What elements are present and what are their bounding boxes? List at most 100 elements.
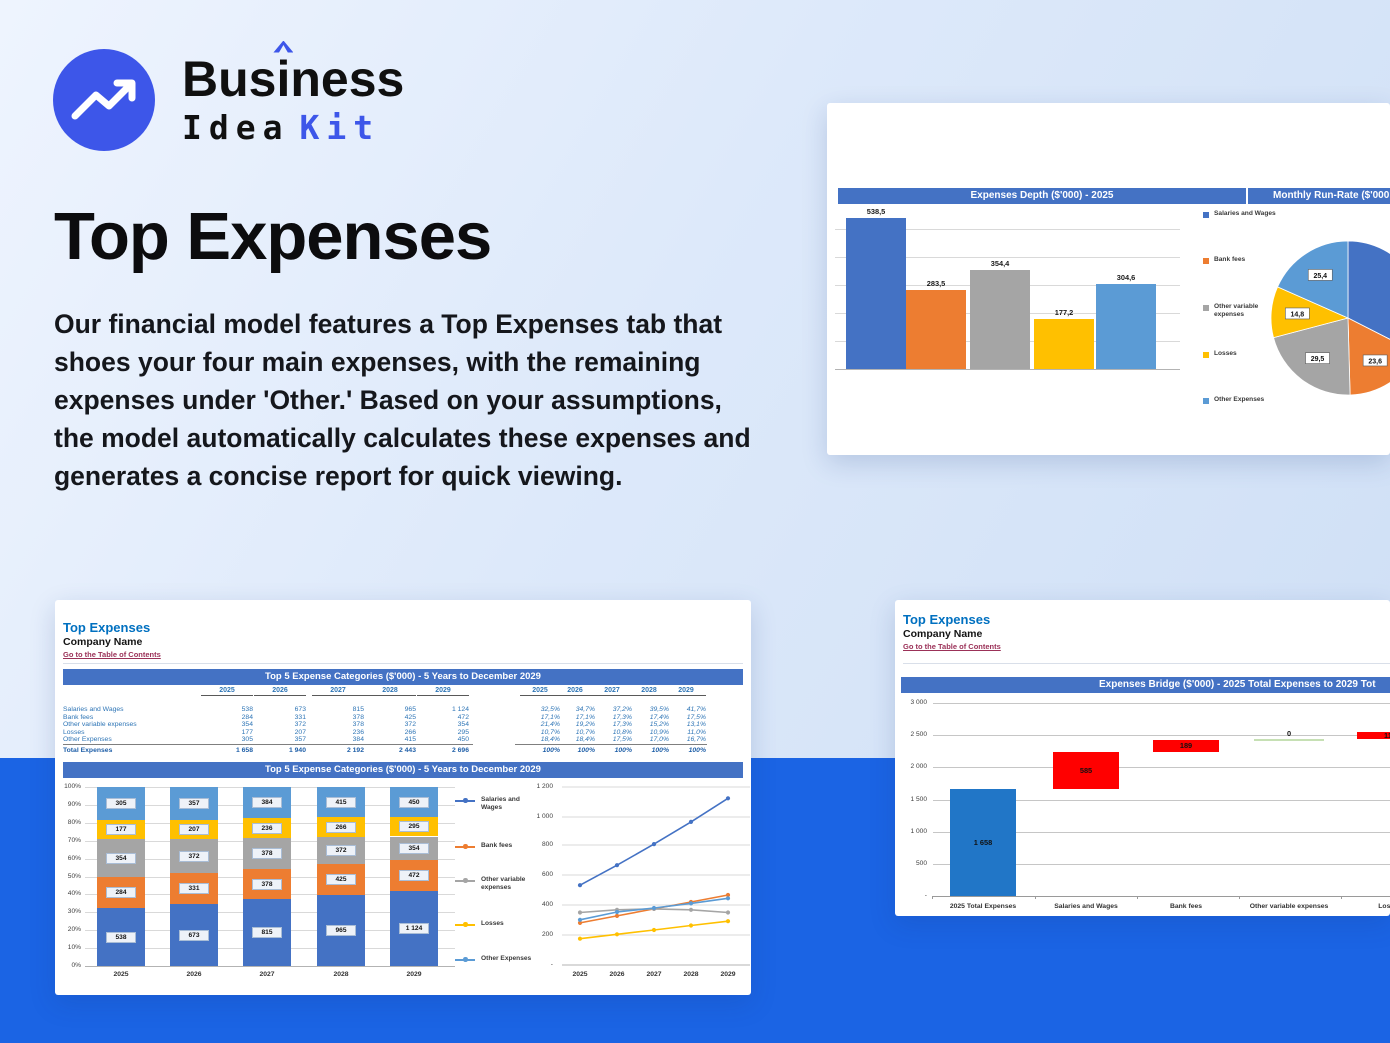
divider <box>63 663 743 664</box>
table-row-label: Losses <box>63 728 85 736</box>
table-cell-percent: 13,1% <box>686 721 706 729</box>
table-year-header: 2026 <box>555 687 595 696</box>
legend-item: Losses <box>1203 350 1281 372</box>
legend-swatch-icon <box>1203 398 1209 404</box>
line-marker <box>688 907 694 912</box>
table-total-percent: 100% <box>688 746 706 754</box>
x-tick-label: 2026 <box>186 971 202 978</box>
axis-tick <box>1137 896 1138 899</box>
segment-data-label: 357 <box>179 798 209 809</box>
table-cell-percent: 17,4% <box>649 713 669 721</box>
expenses-depth-bar-chart: 538,5 283,5 354,4 177,2 304,6 <box>835 198 1180 370</box>
table-of-contents-link[interactable]: Go to the Table of Contents <box>63 650 161 659</box>
top5-chart-ribbon: Top 5 Expense Categories ($'000) - 5 Yea… <box>63 762 743 778</box>
segment-data-label: 354 <box>399 842 429 854</box>
legend-item: Other Expenses <box>1203 396 1281 418</box>
legend-item: Other Expenses <box>455 955 535 979</box>
logo-text-i: i <box>276 50 291 107</box>
line-marker <box>688 901 694 906</box>
line-marker <box>577 883 583 888</box>
legend-marker-icon <box>463 878 468 883</box>
y-tick-label: 500 <box>915 859 927 867</box>
segment-data-label: 295 <box>399 821 429 833</box>
x-axis <box>85 966 455 967</box>
table-cell-percent: 15,2% <box>649 721 669 729</box>
table-row-label: Other Expenses <box>63 736 112 744</box>
bar <box>1096 283 1156 369</box>
table-cell-value: 305 <box>241 736 253 744</box>
logo-text-idea: Idea <box>182 107 290 147</box>
legend-item: Salaries and Wages <box>455 796 535 820</box>
axis-tick <box>1035 896 1036 899</box>
gridline <box>933 703 1390 704</box>
gridline <box>933 831 1390 833</box>
monthly-run-rate-ribbon: Monthly Run-Rate ($'000 <box>1248 188 1390 204</box>
table-year-header: 2028 <box>629 687 669 696</box>
x-tick-label: 2027 <box>646 971 662 978</box>
y-tick-label: 2 500 <box>910 731 927 739</box>
expenses-bridge-ribbon-title: Expenses Bridge ($'000) - 2025 Total Exp… <box>1099 679 1376 690</box>
waterfall-bar <box>1053 751 1119 790</box>
line-marker <box>577 936 583 941</box>
table-total-value: 2 443 <box>398 746 416 754</box>
logo-line2: Idea Kit <box>182 108 404 147</box>
expenses-depth-ribbon: Expenses Depth ($'000) - 2025 <box>838 188 1246 204</box>
x-tick-label: 2026 <box>609 971 625 978</box>
bar <box>846 218 906 369</box>
line-marker <box>577 910 583 915</box>
expenses-bridge-ribbon: Expenses Bridge ($'000) - 2025 Total Exp… <box>901 677 1390 693</box>
table-total-percent: 100% <box>577 746 595 754</box>
segment-data-label: 378 <box>252 847 282 859</box>
x-tick-label: Salaries and Wages <box>1054 903 1118 910</box>
y-tick-label: 10% <box>67 944 81 952</box>
legend-label: Other Expenses <box>1214 396 1265 403</box>
top5-stacked-bar-chart: 100% 90% 80% 70% 60% 50% 40% 30% 20% 10% 0% 538 284 3… <box>55 600 751 995</box>
y-tick-label: 0% <box>71 962 81 969</box>
segment-data-label: 266 <box>326 821 356 833</box>
table-total-percent: 100% <box>542 746 560 754</box>
table-of-contents-link[interactable]: Go to the Table of Contents <box>903 642 1001 651</box>
segment-data-label: 425 <box>326 874 356 886</box>
gridline <box>933 767 1390 769</box>
y-tick-label: 30% <box>67 908 81 916</box>
table-cell-value: 538 <box>241 706 253 713</box>
table-cell-value: 673 <box>294 706 306 713</box>
line-marker <box>651 905 657 911</box>
waterfall-data-label: 585 <box>1079 766 1093 775</box>
line-marker <box>725 892 731 898</box>
legend-item: Bank fees <box>455 842 535 866</box>
segment-data-label: 965 <box>326 925 356 937</box>
top5-chart-ribbon-title: Top 5 Expense Categories ($'000) - 5 Yea… <box>265 764 541 775</box>
line-marker <box>688 819 694 824</box>
axis-tick <box>932 896 933 899</box>
x-tick-label: 2025 Total Expenses <box>949 903 1017 910</box>
top5-expense-table: 2025 2025 2026 2026 2027 2027 2028 2028 2029 2029… <box>55 600 751 760</box>
line-marker <box>688 923 694 928</box>
table-cell-percent: 34,7% <box>575 706 595 713</box>
y-tick-label: 1 000 <box>536 813 553 820</box>
logo-i: i <box>273 40 294 107</box>
legend-swatch-icon <box>1203 212 1209 218</box>
bar-value-label: 354,4 <box>990 258 1010 268</box>
line-marker <box>614 863 620 868</box>
table-cell-value: 378 <box>352 721 364 729</box>
table-total-percent: 100% <box>651 746 669 754</box>
table-total-border <box>515 744 707 745</box>
x-tick-label: 2028 <box>683 971 699 978</box>
x-tick-label: Losses <box>1378 903 1390 910</box>
segment-data-label: 177 <box>106 824 136 835</box>
legend-label: Salaries and Wages <box>481 796 520 811</box>
top5-table-ribbon: Top 5 Expense Categories ($'000) - 5 Yea… <box>63 669 743 685</box>
legend-label: Losses <box>1214 350 1237 357</box>
y-tick-label: - <box>924 892 927 899</box>
legend-swatch-icon <box>1203 352 1209 358</box>
segment-data-label: 378 <box>252 878 282 890</box>
table-cell-percent: 16,7% <box>686 736 706 744</box>
table-cell-percent: 10,7% <box>575 728 595 736</box>
table-cell-value: 815 <box>352 706 364 713</box>
table-cell-value: 236 <box>352 728 364 736</box>
legend-marker-icon <box>463 957 468 962</box>
table-cell-percent: 18,4% <box>575 736 595 744</box>
table-cell-percent: 17,5% <box>612 736 632 744</box>
svg-text:29,5: 29,5 <box>1311 356 1325 363</box>
